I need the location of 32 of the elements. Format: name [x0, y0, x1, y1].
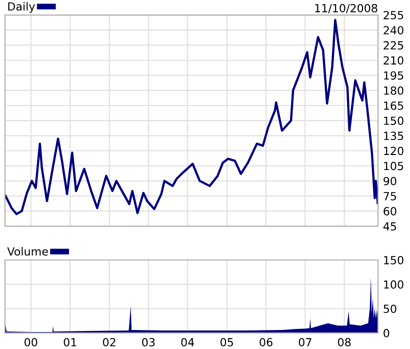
y-tick-label: 240	[384, 26, 404, 34]
y-tick-label: 100	[384, 280, 404, 289]
legend-label: Daily	[8, 2, 35, 13]
x-tick-label: 07	[298, 338, 312, 346]
y-tick-label: 105	[384, 162, 404, 170]
y-tick-label: 255	[384, 10, 404, 20]
y-tick-label: 225	[384, 41, 404, 50]
x-tick-label: 02	[102, 338, 116, 346]
x-tick-label: 06	[260, 338, 272, 346]
y-tick-label: 150	[384, 256, 404, 264]
x-tick-label: 04	[181, 338, 194, 346]
chart-title: 11/10/2008	[315, 4, 378, 14]
y-tick-label: 0	[384, 328, 390, 338]
line-series	[4, 18, 378, 216]
y-tick-label: 150	[384, 116, 404, 125]
y-tick-label: 135	[384, 132, 404, 140]
x-tick-label: 03	[142, 338, 155, 346]
y-tick-label: 45	[383, 222, 396, 231]
y-tick-label: 195	[384, 71, 404, 80]
x-tick-label: 08	[338, 338, 351, 346]
legend-label: Volume	[7, 247, 48, 256]
y-tick-label: 165	[384, 101, 404, 110]
y-tick-label: 75	[384, 192, 396, 200]
x-tick-label: 01	[64, 338, 76, 346]
y-tick-label: 180	[384, 86, 404, 95]
y-tick-label: 210	[384, 56, 404, 65]
x-tick-label: 05	[220, 338, 233, 346]
x-tick-label: 00	[24, 338, 38, 346]
y-tick-label: 90	[384, 176, 396, 186]
y-tick-label: 50	[384, 304, 396, 314]
y-tick-label: 60	[384, 207, 396, 216]
y-tick-label: 120	[384, 146, 404, 156]
